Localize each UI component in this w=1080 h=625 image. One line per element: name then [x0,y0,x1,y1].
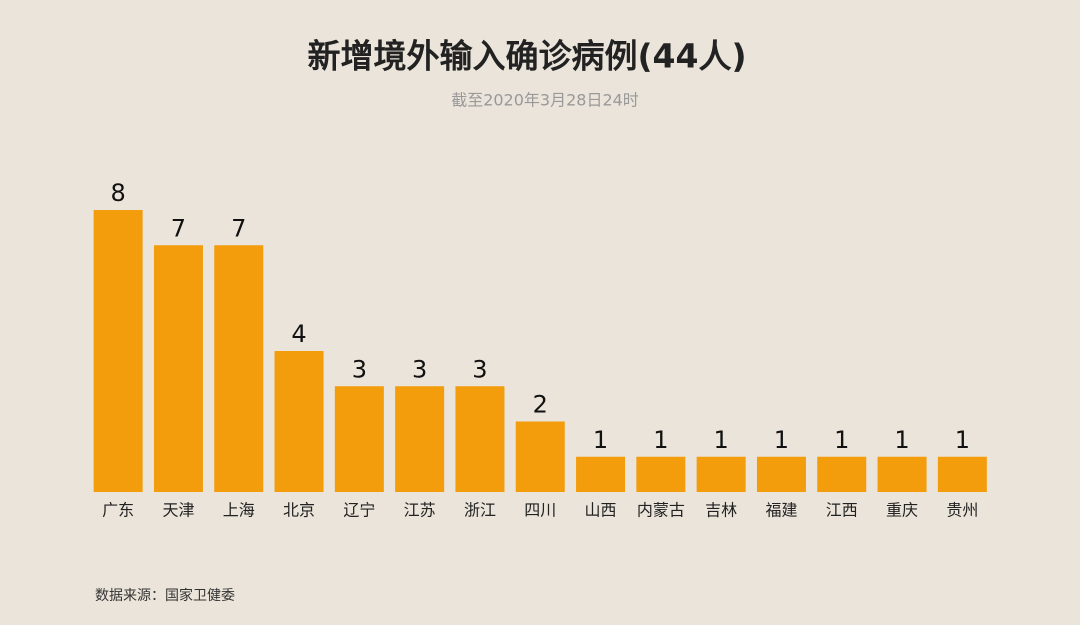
x-tick-label: 贵州 [946,501,978,520]
x-tick-label: 四川 [524,501,556,520]
x-tick-label: 广东 [102,501,134,520]
x-tick-label: 内蒙古 [637,501,685,520]
x-tick-label: 江西 [826,501,858,520]
bar [756,456,806,492]
bar [576,456,626,492]
bar [877,456,927,492]
bar [817,456,867,492]
x-tick-label: 吉林 [705,501,737,520]
data-label: 3 [472,355,487,383]
data-label: 1 [714,426,729,454]
data-label: 1 [774,426,789,454]
bar [274,351,324,492]
bar [455,386,505,492]
bar [334,386,384,492]
data-label: 7 [231,214,246,242]
data-label: 1 [653,426,668,454]
bar [636,456,686,492]
data-label: 1 [894,426,909,454]
x-tick-label: 浙江 [464,501,496,520]
bar [214,245,264,492]
bar [153,245,203,492]
bar [515,421,565,492]
x-tick-label: 辽宁 [343,501,375,520]
data-label: 3 [412,355,427,383]
chart-subtitle: 截至2020年3月28日24时 [451,91,639,110]
data-label: 3 [352,355,367,383]
bar [937,456,987,492]
chart-title: 新增境外输入确诊病例(44人) [307,37,746,76]
x-tick-label: 江苏 [404,501,436,520]
bar [395,386,445,492]
x-tick-label: 上海 [223,501,255,520]
x-tick-label: 福建 [765,501,797,520]
bar [93,210,143,492]
x-tick-label: 天津 [162,501,194,520]
data-label: 8 [111,179,126,207]
x-tick-label: 山西 [585,501,617,520]
data-label: 7 [171,214,186,242]
data-label: 1 [834,426,849,454]
x-tick-label: 北京 [283,501,315,520]
data-label: 1 [955,426,970,454]
data-label: 1 [593,426,608,454]
data-label: 4 [291,320,306,348]
data-label: 2 [533,391,548,419]
x-tick-label: 重庆 [886,501,918,520]
bar [696,456,746,492]
source-note: 数据来源：国家卫健委 [95,587,235,604]
